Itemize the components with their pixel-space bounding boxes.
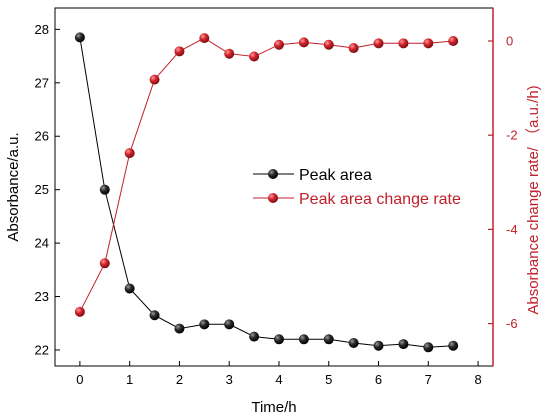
- data-point-peak-area: [323, 334, 334, 345]
- legend-label-change-rate: Peak area change rate: [299, 191, 461, 208]
- plot-frame: [54, 7, 494, 367]
- data-point-change-rate: [273, 39, 284, 50]
- data-point-change-rate: [348, 43, 359, 54]
- data-point-peak-area: [423, 342, 434, 353]
- right-y-tick-label: -4: [506, 222, 518, 237]
- data-point-change-rate: [224, 48, 235, 59]
- data-point-peak-area: [174, 323, 185, 334]
- data-point-change-rate: [249, 51, 260, 62]
- data-point-peak-area: [249, 331, 260, 342]
- left-y-tick-label: 22: [35, 342, 49, 357]
- left-y-tick-label: 26: [35, 129, 49, 144]
- data-point-change-rate: [398, 38, 409, 49]
- data-point-peak-area: [224, 319, 235, 330]
- right-y-axis-title: Absorbance change rate/ （a.u./h): [525, 85, 542, 314]
- data-point-peak-area: [348, 338, 359, 349]
- left-y-tick-label: 24: [35, 236, 49, 251]
- data-point-peak-area: [448, 340, 459, 351]
- data-point-peak-area: [298, 334, 309, 345]
- data-point-peak-area: [74, 32, 85, 43]
- left-y-tick-label: 28: [35, 22, 49, 37]
- right-y-tick-label: 0: [506, 33, 513, 48]
- x-tick-label: 1: [126, 372, 133, 387]
- data-point-change-rate: [298, 37, 309, 48]
- series-layer: [74, 32, 459, 353]
- data-point-peak-area: [373, 340, 384, 351]
- data-point-change-rate: [199, 33, 210, 44]
- data-point-peak-area: [124, 283, 135, 294]
- x-tick-label: 3: [226, 372, 233, 387]
- left-y-tick-label: 23: [35, 289, 49, 304]
- data-point-change-rate: [149, 74, 160, 85]
- x-tick-label: 8: [474, 372, 481, 387]
- data-point-change-rate: [99, 258, 110, 269]
- left-y-tick-label: 25: [35, 182, 49, 197]
- legend: Peak area Peak area change rate: [253, 167, 461, 208]
- left-y-axis-title: Absorbance/a.u.: [5, 132, 22, 241]
- data-point-peak-area: [99, 184, 110, 195]
- right-y-tick-label: -6: [506, 316, 518, 331]
- data-point-change-rate: [174, 46, 185, 57]
- x-tick-label: 4: [275, 372, 282, 387]
- left-y-tick-label: 27: [35, 75, 49, 90]
- legend-label-peak-area: Peak area: [299, 167, 372, 184]
- data-point-peak-area: [398, 339, 409, 350]
- x-axis-title: Time/h: [251, 399, 296, 416]
- right-y-tick-label: -2: [506, 128, 518, 143]
- x-tick-label: 0: [76, 372, 83, 387]
- right-y-axis: -6 -4 -2 0: [488, 33, 518, 331]
- legend-marker-change-rate: [268, 193, 278, 203]
- legend-marker-peak-area: [268, 169, 278, 179]
- data-point-change-rate: [74, 306, 85, 317]
- data-point-change-rate: [373, 38, 384, 49]
- x-tick-label: 5: [325, 372, 332, 387]
- x-tick-label: 7: [425, 372, 432, 387]
- data-point-change-rate: [448, 35, 459, 46]
- data-point-peak-area: [199, 319, 210, 330]
- left-y-axis: 22 23 24 25 26 27 28: [35, 22, 60, 357]
- series-line-peak-area: [79, 37, 454, 348]
- data-point-peak-area: [149, 310, 160, 321]
- x-axis: 0 1 2 3 4 5 6 7 8: [76, 361, 482, 387]
- x-tick-label: 6: [375, 372, 382, 387]
- data-point-change-rate: [423, 38, 434, 49]
- data-point-peak-area: [273, 334, 284, 345]
- data-point-change-rate: [323, 39, 334, 50]
- series-line-change-rate: [79, 37, 454, 313]
- x-tick-label: 2: [176, 372, 183, 387]
- data-point-change-rate: [124, 148, 135, 159]
